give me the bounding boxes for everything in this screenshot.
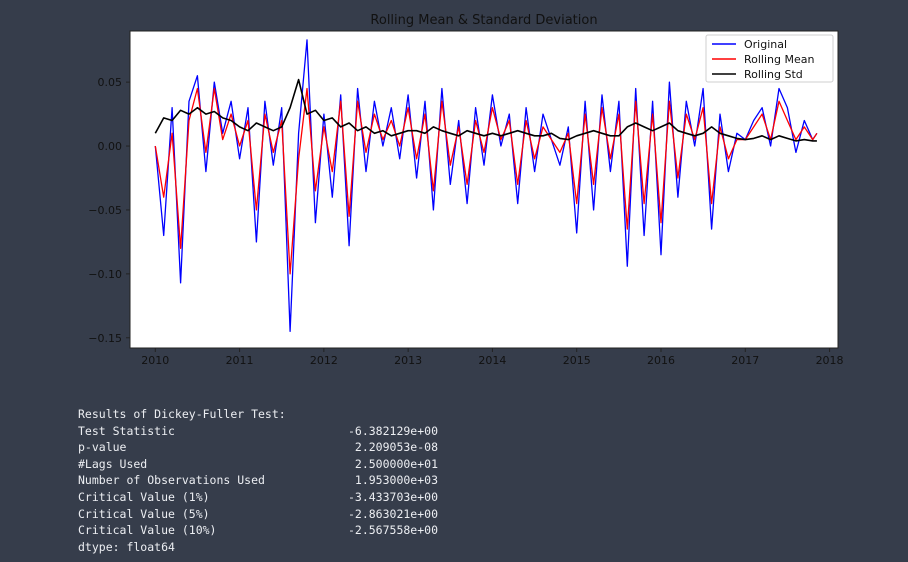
output-label: p-value [78, 440, 127, 455]
output-value: -2.567558e+00 [347, 523, 438, 538]
output-heading: Results of Dickey-Fuller Test: [78, 407, 286, 421]
output-row: Critical Value (10%) -2.567558e+00 [78, 522, 438, 539]
output-row: #Lags Used 2.500000e+01 [78, 456, 438, 473]
output-row: Critical Value (5%) -2.863021e+00 [78, 506, 438, 523]
chart-canvas: Rolling Mean & Standard Deviation 0.05 0.0… [88, 13, 844, 367]
output-label: Number of Observations Used [78, 473, 265, 488]
x-tick-label: 2016 [647, 354, 675, 367]
legend-label: Rolling Std [744, 68, 803, 81]
legend-box [705, 34, 834, 83]
x-tick-label: 2011 [226, 354, 254, 367]
y-tick-label: −0.10 [88, 268, 122, 281]
output-row: Test Statistic -6.382129e+00 [78, 423, 438, 440]
x-tick-label: 2018 [816, 354, 844, 367]
output-value: 2.209053e-08 [354, 440, 438, 455]
output-dtype: dtype: float64 [78, 539, 175, 554]
output-label: #Lags Used [78, 456, 148, 471]
rolling-stats-chart: Rolling Mean & Standard Deviation 0.05 0.0… [88, 13, 844, 367]
output-value: 1.953000e+03 [354, 473, 438, 488]
series-line-rolling-mean [154, 87, 818, 275]
legend-label: Original [744, 38, 787, 51]
output-label: Critical Value (5%) [78, 506, 210, 521]
y-tick-label: −0.05 [88, 204, 122, 217]
x-tick-label: 2010 [141, 354, 169, 367]
output-value: -2.863021e+00 [347, 506, 438, 521]
output-value: -6.382129e+00 [347, 423, 438, 438]
series-line-rolling-std [154, 78, 817, 142]
output-row: Number of Observations Used 1.953000e+03 [78, 472, 438, 489]
output-row: p-value 2.209053e-08 [78, 439, 438, 456]
x-tick-label: 2015 [563, 354, 591, 367]
x-tick-label: 2012 [310, 354, 338, 367]
plot-area [129, 30, 839, 349]
output-value: 2.500000e+01 [354, 456, 438, 471]
x-tick-label: 2013 [394, 354, 422, 367]
output-value: -3.433703e+00 [347, 489, 438, 504]
output-label: Critical Value (1%) [78, 489, 210, 504]
y-tick-label: 0.05 [98, 76, 123, 89]
chart-title: Rolling Mean & Standard Deviation [370, 13, 597, 28]
dickey-fuller-output: Results of Dickey-Fuller Test: Test Stat… [78, 406, 438, 555]
output-label: Test Statistic [78, 423, 175, 438]
x-tick-label: 2017 [731, 354, 759, 367]
x-tick-label: 2014 [478, 354, 506, 367]
y-tick-label: −0.15 [88, 332, 122, 345]
output-label: Critical Value (10%) [78, 523, 217, 538]
y-tick-label: 0.00 [98, 140, 123, 153]
output-row: Critical Value (1%) -3.433703e+00 [78, 489, 438, 506]
legend-label: Rolling Mean [744, 53, 814, 66]
